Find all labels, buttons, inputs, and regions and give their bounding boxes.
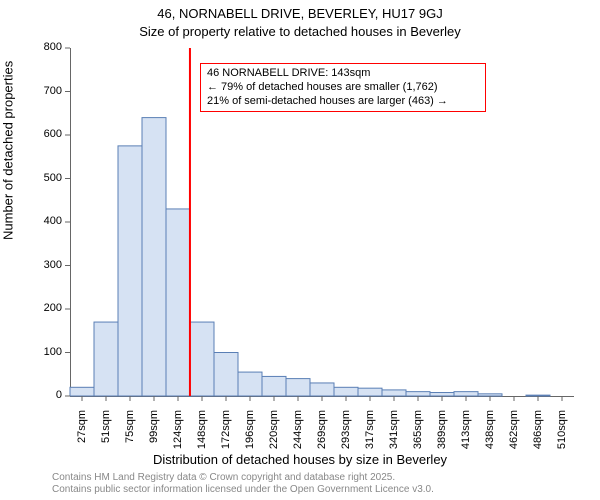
y-tick-label: 700 bbox=[30, 85, 62, 97]
chart-subtitle: Size of property relative to detached ho… bbox=[0, 24, 600, 39]
x-tick-label: 462sqm bbox=[508, 410, 520, 450]
y-tick-label: 500 bbox=[30, 172, 62, 184]
y-tick-label: 300 bbox=[30, 259, 62, 271]
y-tick-label: 100 bbox=[30, 346, 62, 358]
attribution-line: Contains HM Land Registry data © Crown c… bbox=[52, 472, 395, 483]
y-tick-label: 0 bbox=[30, 389, 62, 401]
x-axis-label: Distribution of detached houses by size … bbox=[0, 452, 600, 467]
annotation-line: ← 79% of detached houses are smaller (1,… bbox=[207, 81, 479, 95]
x-tick-label: 317sqm bbox=[364, 410, 376, 450]
x-tick-label: 510sqm bbox=[556, 410, 568, 450]
x-tick-label: 389sqm bbox=[436, 410, 448, 450]
x-tick-label: 51sqm bbox=[100, 410, 112, 450]
x-tick-label: 196sqm bbox=[244, 410, 256, 450]
annotation-line: 46 NORNABELL DRIVE: 143sqm bbox=[207, 67, 479, 81]
y-tick-label: 600 bbox=[30, 128, 62, 140]
y-tick-label: 400 bbox=[30, 215, 62, 227]
x-tick-label: 438sqm bbox=[484, 410, 496, 450]
x-tick-label: 341sqm bbox=[388, 410, 400, 450]
x-tick-label: 27sqm bbox=[76, 410, 88, 450]
annotation-box: 46 NORNABELL DRIVE: 143sqm ← 79% of deta… bbox=[200, 63, 486, 112]
x-tick-label: 486sqm bbox=[532, 410, 544, 450]
x-tick-label: 220sqm bbox=[268, 410, 280, 450]
x-tick-label: 99sqm bbox=[148, 410, 160, 450]
y-tick-label: 200 bbox=[30, 302, 62, 314]
x-tick-label: 75sqm bbox=[124, 410, 136, 450]
chart-container: 46, NORNABELL DRIVE, BEVERLEY, HU17 9GJ … bbox=[0, 0, 600, 500]
x-tick-label: 244sqm bbox=[292, 410, 304, 450]
x-tick-label: 172sqm bbox=[220, 410, 232, 450]
attribution-line: Contains public sector information licen… bbox=[52, 484, 434, 495]
annotation-line: 21% of semi-detached houses are larger (… bbox=[207, 95, 479, 109]
x-tick-label: 269sqm bbox=[316, 410, 328, 450]
y-tick-label: 800 bbox=[30, 41, 62, 53]
x-tick-label: 365sqm bbox=[412, 410, 424, 450]
x-tick-label: 124sqm bbox=[172, 410, 184, 450]
x-tick-label: 413sqm bbox=[460, 410, 472, 450]
y-axis-label: Number of detached properties bbox=[1, 61, 16, 240]
x-tick-label: 293sqm bbox=[340, 410, 352, 450]
chart-title-address: 46, NORNABELL DRIVE, BEVERLEY, HU17 9GJ bbox=[0, 6, 600, 21]
x-tick-label: 148sqm bbox=[196, 410, 208, 450]
